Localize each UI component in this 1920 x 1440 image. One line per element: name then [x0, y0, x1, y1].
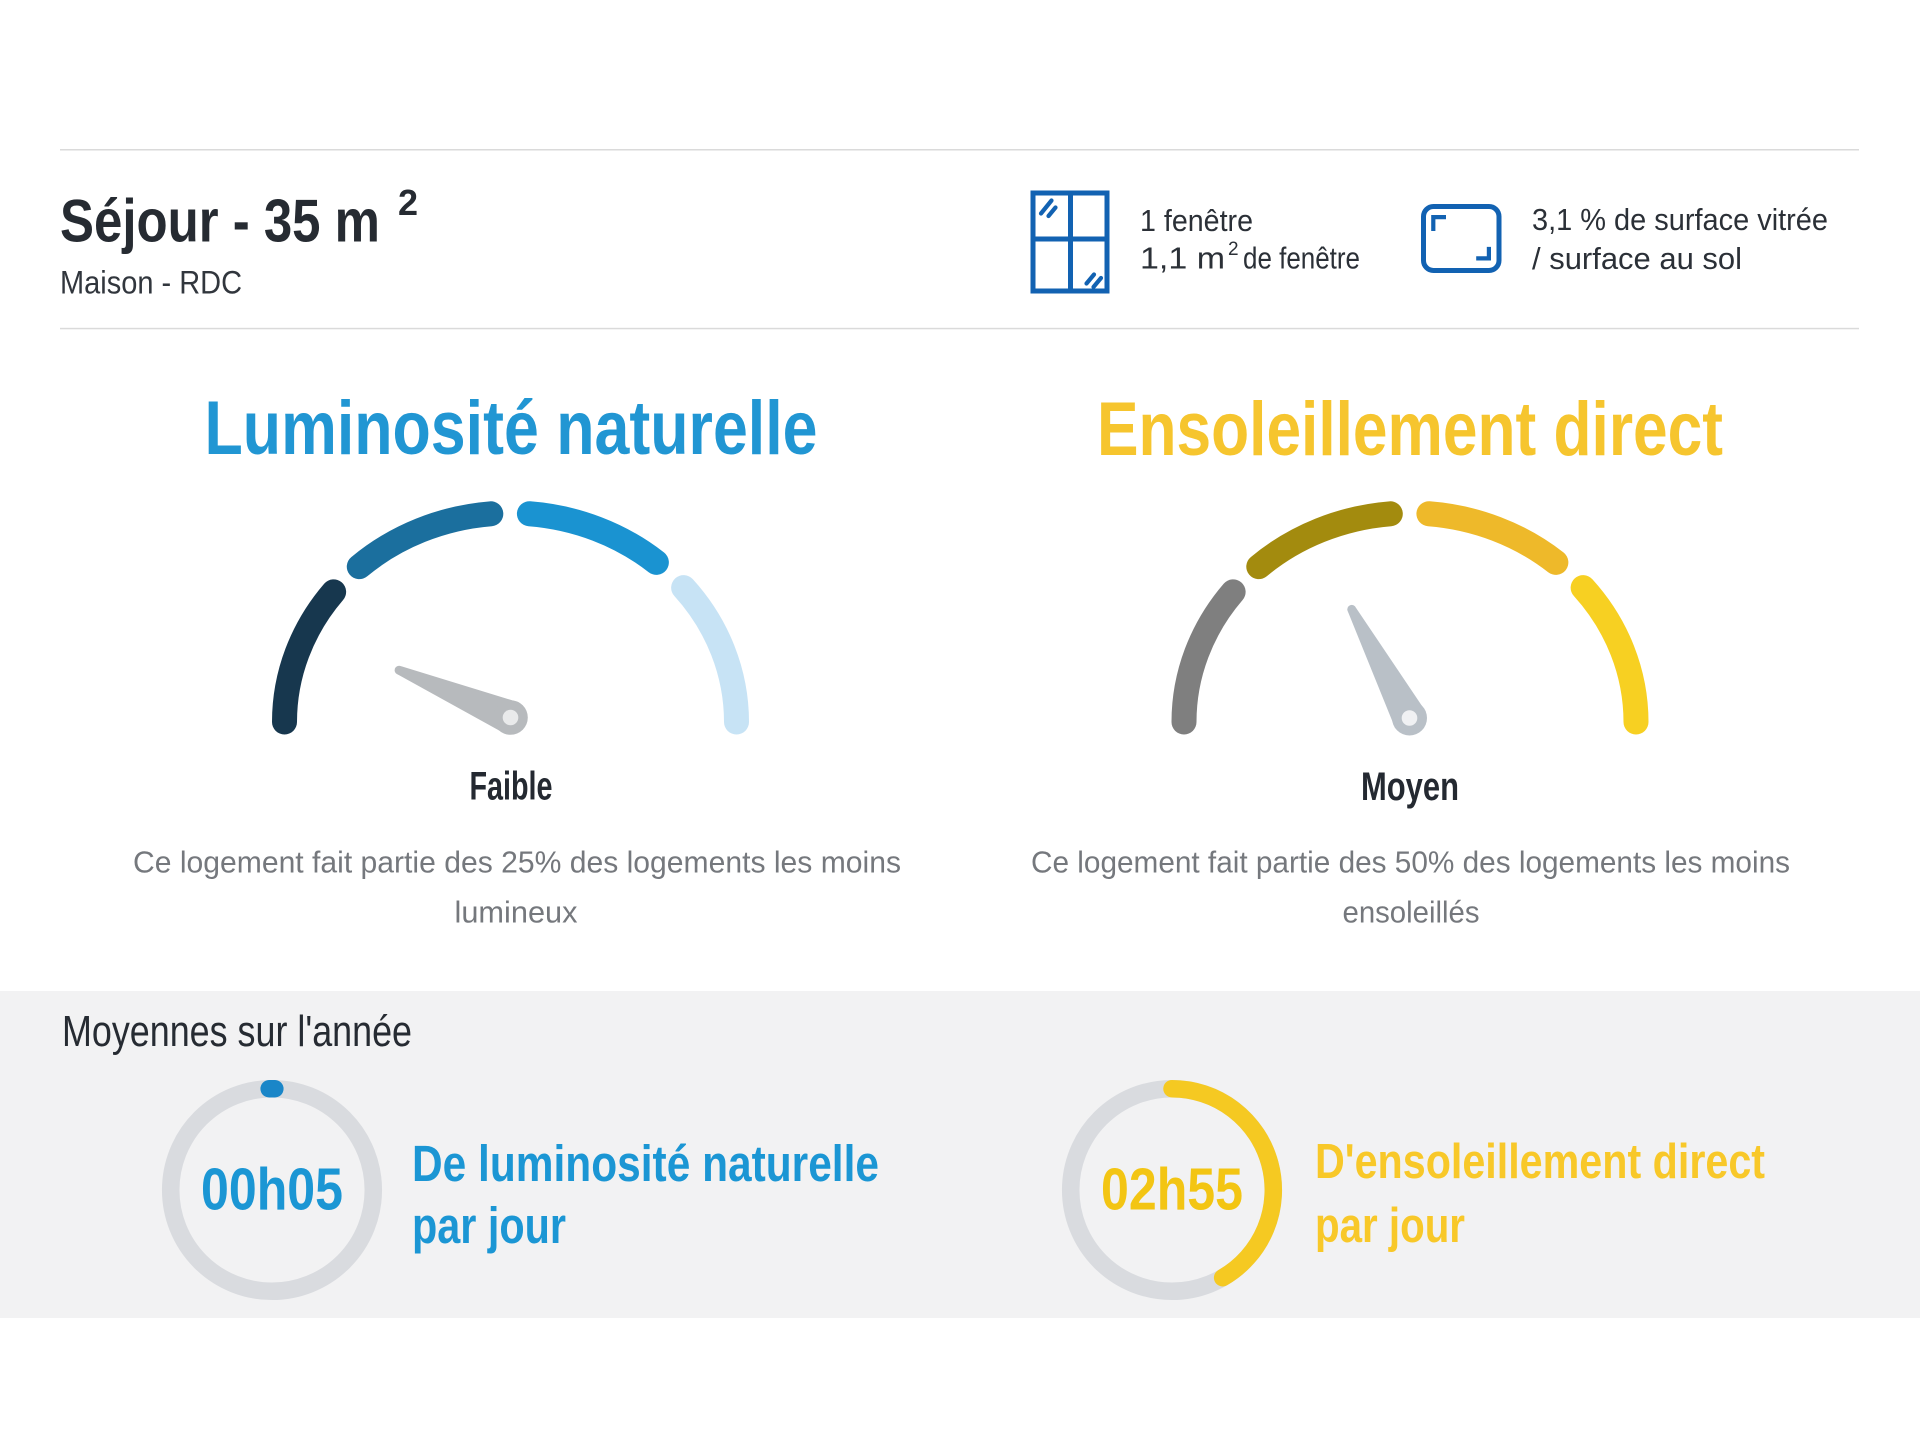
svg-text:lumineux: lumineux: [455, 896, 578, 930]
svg-text:3,1 % de surface vitrée: 3,1 % de surface vitrée: [1532, 202, 1828, 237]
svg-text:Moyennes sur l'année: Moyennes sur l'année: [62, 1007, 412, 1056]
svg-text:1 fenêtre: 1 fenêtre: [1140, 203, 1253, 238]
svg-text:00h05: 00h05: [201, 1157, 343, 1223]
svg-text:de fenêtre: de fenêtre: [1243, 241, 1360, 276]
svg-text:2: 2: [398, 182, 418, 223]
svg-text:/ surface au sol: / surface au sol: [1532, 241, 1742, 276]
svg-text:Moyen: Moyen: [1361, 765, 1459, 809]
svg-text:ensoleillés: ensoleillés: [1343, 896, 1480, 930]
svg-text:De luminosité naturelle: De luminosité naturelle: [412, 1135, 879, 1192]
svg-text:1,1 m: 1,1 m: [1140, 241, 1225, 276]
svg-text:02h55: 02h55: [1101, 1157, 1243, 1223]
svg-text:Séjour - 35 m: Séjour - 35 m: [60, 188, 380, 255]
svg-text:Maison - RDC: Maison - RDC: [60, 265, 242, 301]
svg-text:Ce logement fait partie des 50: Ce logement fait partie des 50% des loge…: [1031, 846, 1790, 880]
svg-text:par jour: par jour: [412, 1197, 566, 1254]
svg-text:Faible: Faible: [470, 765, 553, 809]
svg-text:D'ensoleillement direct: D'ensoleillement direct: [1315, 1135, 1765, 1189]
svg-text:Ensoleillement direct: Ensoleillement direct: [1097, 387, 1723, 472]
svg-text:par jour: par jour: [1315, 1199, 1465, 1253]
svg-text:2: 2: [1228, 239, 1239, 260]
svg-text:Luminosité naturelle: Luminosité naturelle: [205, 386, 818, 471]
svg-text:Ce logement fait partie des 25: Ce logement fait partie des 25% des loge…: [133, 846, 901, 880]
